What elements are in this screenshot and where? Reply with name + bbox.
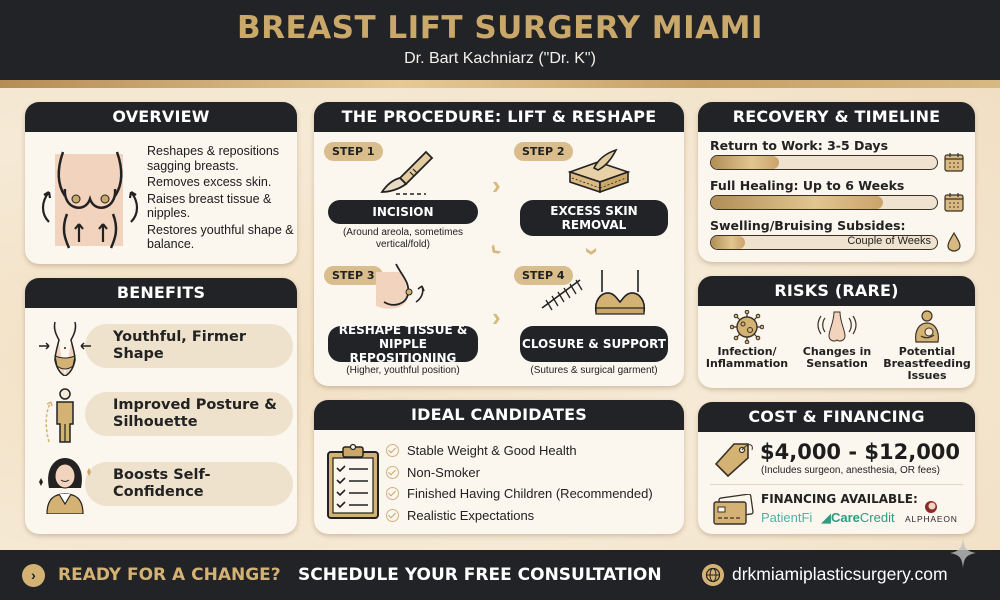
procedure-heading: THE PROCEDURE: LIFT & RESHAPE	[314, 102, 684, 132]
calendar-icon	[944, 193, 964, 212]
recovery-label: Full Healing: Up to 6 Weeks	[710, 178, 905, 193]
risks-card: RISKS (RARE) Infection/ Inflammation Cha…	[698, 276, 975, 388]
alphaeon-emblem-icon	[925, 501, 937, 513]
scalpel-icon	[380, 150, 434, 195]
calendar-icon	[944, 153, 964, 172]
chevron-right-icon[interactable]: ›	[22, 564, 45, 587]
risk-item: Changes in Sensation	[792, 310, 882, 370]
overview-card: OVERVIEW Reshapes & repositions sagging …	[25, 102, 297, 264]
overview-point: Removes excess skin.	[147, 175, 272, 189]
overview-list: Reshapes & repositions sagging breasts. …	[147, 144, 297, 254]
price-note: (Includes surgeon, anesthesia, OR fees)	[761, 465, 940, 476]
benefit-label: Boosts Self-Confidence	[113, 467, 211, 500]
candidate-item: Non-Smoker	[386, 462, 653, 484]
cta-highlight[interactable]: READY FOR A CHANGE?	[58, 565, 281, 585]
step-1-title: INCISION	[328, 200, 478, 224]
recovery-label: Swelling/Bruising Subsides:	[710, 218, 906, 233]
website-link[interactable]: drkmiamiplasticsurgery.com	[732, 564, 948, 584]
financing-label: FINANCING AVAILABLE:	[761, 492, 918, 506]
benefit-item: Improved Posture & Silhouette	[35, 388, 293, 443]
candidates-heading: IDEAL CANDIDATES	[314, 400, 684, 430]
breastfeeding-icon	[915, 310, 939, 343]
risk-item: Infection/ Inflammation	[702, 310, 792, 370]
check-circle-icon	[386, 465, 399, 479]
torso-icon	[39, 321, 91, 376]
credit-card-icon	[713, 494, 754, 525]
risk-item: Potential Breastfeeding Issues	[882, 310, 972, 382]
overview-point: Raises breast tissue & nipples.	[147, 191, 272, 221]
overview-point: Reshapes & repositions sagging breasts.	[147, 144, 280, 173]
step-3-note: (Higher, youthful position)	[346, 365, 460, 376]
sensation-icon	[817, 311, 857, 342]
carecredit-leaf-icon: ◢	[821, 510, 831, 525]
sparkle-icon	[950, 538, 976, 568]
torso-lift-icon	[41, 151, 139, 249]
arrow-down-left-icon: ›	[483, 238, 511, 266]
partner-carecredit-logo[interactable]: ◢CareCredit	[821, 510, 895, 525]
partner-patientfi-logo[interactable]: PatientFi	[761, 510, 813, 525]
recovery-heading: RECOVERY & TIMELINE	[698, 102, 975, 132]
clipboard-checklist-icon	[327, 443, 379, 519]
arrow-down-icon: ›	[577, 247, 608, 256]
step-3-title: RESHAPE TISSUE & NIPPLE REPOSITIONING	[328, 323, 478, 365]
candidates-card: IDEAL CANDIDATES Stable Weight & Good He…	[314, 400, 684, 534]
globe-icon	[702, 564, 724, 586]
risks-heading: RISKS (RARE)	[698, 276, 975, 306]
sutures-bra-icon	[541, 270, 646, 315]
recovery-progress-bar	[710, 155, 938, 170]
procedure-card: THE PROCEDURE: LIFT & RESHAPE STEP 1 INC…	[314, 102, 684, 386]
candidate-item: Finished Having Children (Recommended)	[386, 483, 653, 505]
recovery-card: RECOVERY & TIMELINE Return to Work: 3-5 …	[698, 102, 975, 262]
step-2-title: EXCESS SKIN REMOVAL	[520, 200, 668, 236]
check-circle-icon	[386, 444, 399, 458]
step-4-note: (Sutures & surgical garment)	[530, 365, 658, 376]
arrow-right-icon: ›	[492, 302, 501, 332]
check-circle-icon	[386, 487, 399, 501]
page-title: BREAST LIFT SURGERY MIAMI	[237, 10, 763, 46]
breast-profile-icon	[376, 263, 425, 309]
candidates-list: Stable Weight & Good Health Non-Smoker F…	[386, 440, 653, 526]
footer-cta-bar: › READY FOR A CHANGE? SCHEDULE YOUR FREE…	[0, 550, 1000, 600]
recovery-label: Return to Work: 3-5 Days	[710, 138, 889, 153]
cost-heading: COST & FINANCING	[698, 402, 975, 432]
benefit-label: Youthful, Firmer Shape	[113, 329, 246, 362]
step-1-note: (Around areola, sometimes vertical/fold)	[342, 227, 464, 250]
page-subtitle: Dr. Bart Kachniarz ("Dr. K")	[404, 50, 596, 67]
benefits-heading: BENEFITS	[25, 278, 297, 308]
overview-point: Restores youthful shape & balance.	[147, 222, 294, 252]
risk-label: Potential Breastfeeding Issues	[883, 345, 971, 382]
partner-alphaeon-logo[interactable]: ALPHAEON	[905, 514, 958, 524]
germ-icon	[730, 310, 764, 344]
benefit-item: Youthful, Firmer Shape	[35, 320, 293, 376]
skin-layer-icon	[567, 148, 631, 194]
arrow-right-icon: ›	[492, 170, 501, 200]
divider	[710, 484, 963, 485]
posture-icon	[45, 388, 74, 443]
page-header: BREAST LIFT SURGERY MIAMI Dr. Bart Kachn…	[0, 0, 1000, 80]
gold-divider	[0, 80, 1000, 88]
step-2-badge: STEP 2	[514, 142, 573, 161]
risk-label: Changes in Sensation	[802, 345, 872, 370]
benefit-item: Boosts Self-Confidence	[35, 458, 293, 514]
cta-schedule-consultation[interactable]: SCHEDULE YOUR FREE CONSULTATION	[298, 565, 662, 585]
risk-label: Infection/ Inflammation	[705, 345, 789, 370]
recovery-progress-bar	[710, 195, 938, 210]
benefits-card: BENEFITS Youthful, Firmer Shape Improved…	[25, 278, 297, 534]
price-tag-icon	[714, 443, 753, 478]
overview-heading: OVERVIEW	[25, 102, 297, 132]
step-4-title: CLOSURE & SUPPORT	[520, 326, 668, 362]
step-3-badge: STEP 3	[324, 266, 383, 285]
candidate-item: Stable Weight & Good Health	[386, 440, 653, 462]
candidate-item: Realistic Expectations	[386, 505, 653, 527]
droplet-icon	[947, 232, 961, 252]
recovery-bar-text: Couple of Weeks	[847, 235, 931, 247]
recovery-progress-bar: Couple of Weeks	[710, 235, 938, 250]
step-1-badge: STEP 1	[324, 142, 383, 161]
step-4-badge: STEP 4	[514, 266, 573, 285]
confident-woman-icon	[39, 458, 91, 514]
price-range: $4,000 - $12,000	[760, 440, 961, 464]
benefit-label: Improved Posture & Silhouette	[113, 397, 277, 430]
cost-card: COST & FINANCING $4,000 - $12,000 (Inclu…	[698, 402, 975, 534]
check-circle-icon	[386, 508, 399, 522]
